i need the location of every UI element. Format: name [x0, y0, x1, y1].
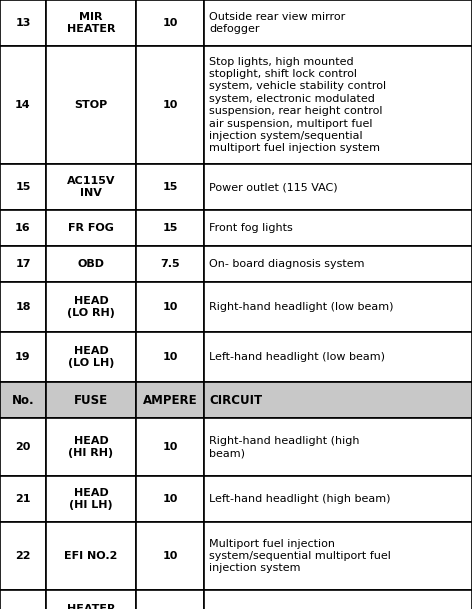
- Bar: [204, 382, 472, 418]
- Bar: [136, 476, 204, 522]
- Bar: [0, 164, 46, 210]
- Text: Right-hand headlight (low beam): Right-hand headlight (low beam): [209, 302, 394, 312]
- Text: AC115V
INV: AC115V INV: [67, 176, 115, 198]
- Text: FR FOG: FR FOG: [68, 223, 114, 233]
- Bar: [136, 210, 204, 246]
- Text: 10: 10: [162, 302, 177, 312]
- Text: CIRCUIT: CIRCUIT: [209, 393, 262, 406]
- Bar: [0, 210, 46, 246]
- Text: 7.5: 7.5: [160, 259, 180, 269]
- Bar: [204, 282, 472, 332]
- Text: MIR
HEATER: MIR HEATER: [67, 12, 115, 34]
- Text: FUSE: FUSE: [74, 393, 108, 406]
- Text: 16: 16: [15, 223, 31, 233]
- Bar: [46, 210, 136, 246]
- Text: Power outlet (115 VAC): Power outlet (115 VAC): [209, 182, 337, 192]
- Bar: [0, 522, 46, 590]
- Text: AMPERE: AMPERE: [143, 393, 197, 406]
- Bar: [136, 246, 204, 282]
- Text: Left-hand headlight (high beam): Left-hand headlight (high beam): [209, 494, 390, 504]
- Text: 17: 17: [15, 259, 31, 269]
- Bar: [0, 476, 46, 522]
- Bar: [204, 46, 472, 164]
- Text: Left-hand headlight (low beam): Left-hand headlight (low beam): [209, 352, 385, 362]
- Text: Right-hand headlight (high
beam): Right-hand headlight (high beam): [209, 436, 360, 458]
- Text: 15: 15: [162, 182, 177, 192]
- Bar: [0, 382, 46, 418]
- Bar: [46, 476, 136, 522]
- Text: 15: 15: [162, 223, 177, 233]
- Bar: [204, 418, 472, 476]
- Bar: [204, 164, 472, 210]
- Text: 18: 18: [15, 302, 31, 312]
- Text: HEAD
(HI RH): HEAD (HI RH): [68, 436, 114, 458]
- Text: Outside rear view mirror
defogger: Outside rear view mirror defogger: [209, 12, 345, 34]
- Bar: [136, 382, 204, 418]
- Text: 10: 10: [162, 551, 177, 561]
- Text: HEAD
(LO LH): HEAD (LO LH): [68, 346, 114, 368]
- Text: EFI NO.2: EFI NO.2: [64, 551, 118, 561]
- Bar: [204, 332, 472, 382]
- Bar: [0, 418, 46, 476]
- Text: OBD: OBD: [77, 259, 104, 269]
- Bar: [0, 282, 46, 332]
- Bar: [0, 0, 46, 46]
- Text: Stop lights, high mounted
stoplight, shift lock control
system, vehicle stabilit: Stop lights, high mounted stoplight, shi…: [209, 57, 386, 153]
- Bar: [204, 246, 472, 282]
- Text: 15: 15: [15, 182, 31, 192]
- Text: HEATER
NO.2: HEATER NO.2: [67, 604, 115, 609]
- Text: 10: 10: [162, 442, 177, 452]
- Bar: [46, 418, 136, 476]
- Bar: [136, 590, 204, 609]
- Text: Multiport fuel injection
system/sequential multiport fuel
injection system: Multiport fuel injection system/sequenti…: [209, 538, 391, 574]
- Bar: [0, 246, 46, 282]
- Bar: [136, 418, 204, 476]
- Bar: [0, 332, 46, 382]
- Text: 20: 20: [15, 442, 31, 452]
- Bar: [0, 590, 46, 609]
- Bar: [46, 282, 136, 332]
- Bar: [136, 164, 204, 210]
- Bar: [136, 522, 204, 590]
- Bar: [46, 332, 136, 382]
- Text: 22: 22: [15, 551, 31, 561]
- Bar: [46, 0, 136, 46]
- Bar: [136, 332, 204, 382]
- Text: HEAD
(LO RH): HEAD (LO RH): [67, 296, 115, 318]
- Bar: [46, 164, 136, 210]
- Text: On- board diagnosis system: On- board diagnosis system: [209, 259, 364, 269]
- Bar: [0, 46, 46, 164]
- Bar: [136, 46, 204, 164]
- Text: 21: 21: [15, 494, 31, 504]
- Text: STOP: STOP: [75, 100, 108, 110]
- Bar: [46, 522, 136, 590]
- Bar: [204, 0, 472, 46]
- Text: 10: 10: [162, 100, 177, 110]
- Bar: [46, 246, 136, 282]
- Bar: [136, 282, 204, 332]
- Bar: [204, 210, 472, 246]
- Bar: [204, 522, 472, 590]
- Text: No.: No.: [12, 393, 34, 406]
- Bar: [136, 0, 204, 46]
- Bar: [46, 46, 136, 164]
- Text: 10: 10: [162, 352, 177, 362]
- Bar: [204, 590, 472, 609]
- Text: 10: 10: [162, 18, 177, 28]
- Text: HEAD
(HI LH): HEAD (HI LH): [69, 488, 113, 510]
- Text: 14: 14: [15, 100, 31, 110]
- Bar: [46, 590, 136, 609]
- Text: Front fog lights: Front fog lights: [209, 223, 293, 233]
- Text: 19: 19: [15, 352, 31, 362]
- Text: 13: 13: [15, 18, 31, 28]
- Bar: [204, 476, 472, 522]
- Bar: [46, 382, 136, 418]
- Text: 10: 10: [162, 494, 177, 504]
